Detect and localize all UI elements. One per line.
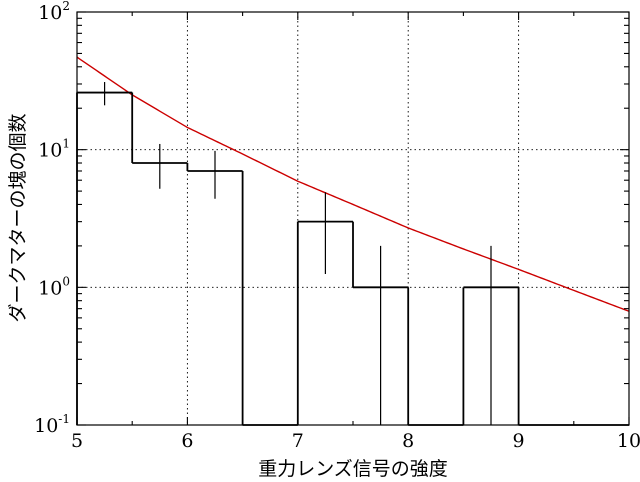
- x-tick-label: 8: [402, 430, 414, 452]
- y-tick-label: 100: [38, 274, 70, 299]
- y-tick-base: 10: [34, 415, 58, 437]
- x-tick-label: 10: [617, 430, 640, 452]
- y-tick-base: 10: [38, 277, 62, 299]
- y-tick-exponent: 2: [62, 0, 70, 13]
- y-tick-exponent: 0: [62, 274, 70, 288]
- y-tick-label: 10-1: [34, 412, 70, 437]
- y-tick-label: 102: [38, 0, 70, 24]
- x-tick-label: 7: [292, 430, 304, 452]
- fit-curve-layer: [76, 56, 630, 312]
- plot-frame: [76, 11, 630, 426]
- x-tick-labels: 5 6 7 8 9 10: [71, 430, 640, 452]
- x-tick-label: 9: [513, 430, 525, 452]
- y-tick-exponent: -1: [58, 412, 70, 426]
- x-tick-label: 6: [181, 430, 193, 452]
- x-tick-label: 5: [71, 430, 83, 452]
- axis-ticks: [76, 11, 630, 426]
- x-axis-label: 重力レンズ信号の強度: [258, 458, 448, 480]
- y-tick-exponent: 1: [62, 137, 70, 151]
- grid: [77, 12, 629, 425]
- y-tick-base: 10: [38, 140, 62, 162]
- error-bars-layer: [103, 82, 492, 425]
- fit-curve: [76, 56, 630, 312]
- y-tick-base: 10: [38, 2, 62, 24]
- y-axis-label: ダークマターの塊の個数: [7, 113, 29, 322]
- histogram-layer: [76, 91, 629, 426]
- y-tick-label: 101: [38, 137, 70, 162]
